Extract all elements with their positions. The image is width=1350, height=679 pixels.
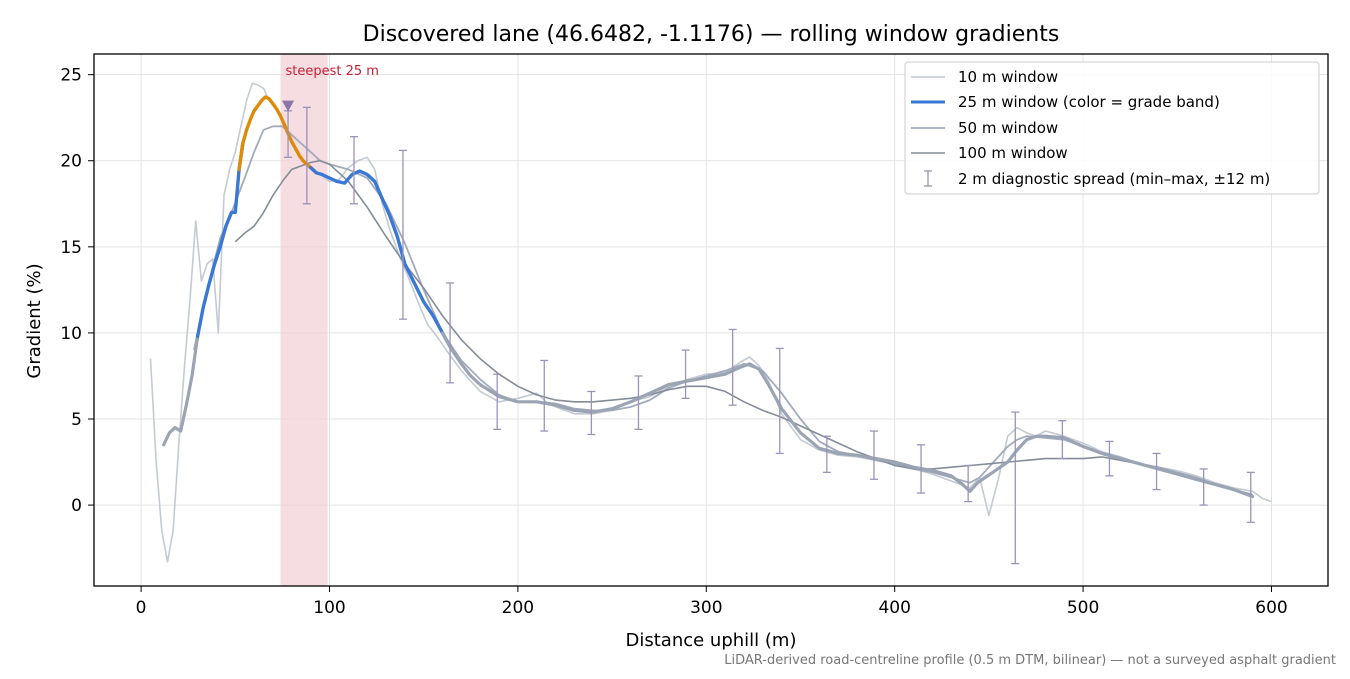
x-axis-label: Distance uphill (m)	[626, 630, 797, 651]
x-tick-label: 0	[136, 598, 147, 618]
steepest-point-marker	[282, 100, 295, 112]
errorbar	[398, 149, 407, 320]
errorbar	[822, 435, 831, 474]
legend-label-25m: 25 m window (color = grade band)	[958, 93, 1220, 111]
x-tick-label: 600	[1255, 598, 1287, 618]
series-layer	[149, 82, 1272, 563]
errorbar	[681, 349, 690, 399]
y-tick-label: 5	[71, 410, 82, 430]
x-axis-ticks: 0 100 200 300 400 500 600	[136, 586, 1288, 618]
y-tick-label: 10	[60, 324, 82, 344]
errorbar-layer	[284, 106, 1255, 565]
errorbar	[540, 359, 549, 432]
errorbar	[728, 328, 737, 406]
errorbar	[349, 135, 358, 205]
x-tick-label: 200	[502, 598, 534, 618]
legend-swatch-errorbar	[924, 170, 932, 187]
y-axis-label: Gradient (%)	[24, 263, 45, 378]
steepest-segment-label: steepest 25 m	[286, 64, 379, 79]
errorbar	[1011, 411, 1020, 565]
series-line-25m-moderate	[195, 141, 245, 339]
y-axis-ticks: 0 5 10 15 20 25	[60, 66, 94, 516]
legend-box	[904, 61, 1320, 195]
legend-label-100m: 100 m window	[958, 144, 1068, 162]
errorbar	[1246, 471, 1255, 523]
errorbar	[917, 444, 926, 494]
series-line-25m-moderate	[309, 165, 454, 352]
errorbar	[869, 430, 878, 480]
y-tick-label: 20	[60, 152, 82, 172]
errorbar	[1199, 468, 1208, 506]
errorbar	[587, 390, 596, 436]
errorbar	[446, 282, 455, 384]
x-tick-label: 300	[690, 598, 722, 618]
legend-label-50m: 50 m window	[958, 119, 1058, 137]
y-tick-label: 0	[71, 496, 82, 516]
errorbar	[493, 373, 502, 430]
series-line-100m	[234, 159, 1253, 496]
series-line-25m-gentle	[440, 331, 1255, 499]
legend-label-10m: 10 m window	[958, 68, 1058, 86]
footnote: LiDAR-derived road-centreline profile (0…	[724, 653, 1336, 668]
errorbar	[775, 347, 784, 455]
x-tick-label: 500	[1067, 598, 1099, 618]
chart-title: Discovered lane (46.6482, -1.1176) — rol…	[363, 22, 1060, 47]
y-tick-label: 25	[60, 66, 82, 86]
series-line-10m	[149, 82, 1272, 563]
errorbar	[302, 106, 311, 205]
errorbar	[1058, 420, 1067, 460]
series-line-25m-steep	[237, 95, 318, 175]
errorbar	[964, 464, 973, 503]
plot-area-frame	[93, 53, 1329, 587]
legend: 10 m window 25 m window (color = grade b…	[904, 61, 1320, 195]
errorbar	[1105, 440, 1114, 477]
legend-label-errorbar: 2 m diagnostic spread (min–max, ±12 m)	[958, 170, 1270, 188]
errorbar	[634, 375, 643, 430]
series-line-25m-gentle	[162, 334, 200, 447]
y-tick-label: 15	[60, 238, 82, 258]
x-tick-label: 400	[878, 598, 910, 618]
x-tick-label: 100	[313, 598, 345, 618]
errorbar	[1152, 452, 1161, 491]
